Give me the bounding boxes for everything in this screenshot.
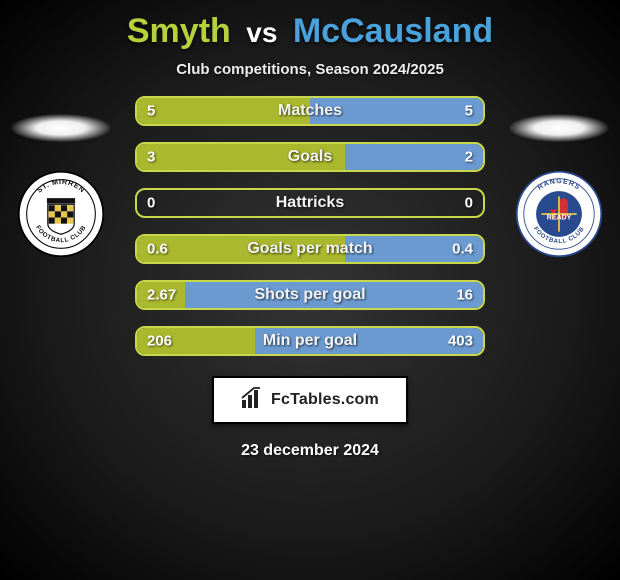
stat-row: 00Hattricks	[135, 188, 485, 218]
right-club-column: RANGERS FOOTBALL CLUB READY	[504, 120, 614, 258]
stat-label: Goals	[137, 148, 483, 166]
stat-label: Hattricks	[137, 194, 483, 212]
left-player-silhouette	[11, 114, 111, 142]
player-left-name: Smyth	[127, 12, 231, 50]
stat-rows: 55Matches 32Goals 00Hattricks 0.60.4Goals p…	[135, 96, 485, 356]
stat-label: Matches	[137, 102, 483, 120]
left-club-crest: ST. MIRREN FOOTBALL CLUB	[17, 170, 105, 258]
player-right-name: McCausland	[293, 12, 493, 50]
stat-label: Shots per goal	[137, 286, 483, 304]
stat-row: 206403Min per goal	[135, 326, 485, 356]
stat-label: Min per goal	[137, 332, 483, 350]
fctables-bars-icon	[241, 387, 265, 414]
title-vs: vs	[246, 17, 277, 48]
fctables-text: FcTables.com	[271, 391, 379, 409]
fctables-attribution: FcTables.com	[212, 376, 408, 424]
stat-row: 0.60.4Goals per match	[135, 234, 485, 264]
left-club-column: ST. MIRREN FOOTBALL CLUB	[6, 120, 116, 258]
comparison-title: Smyth vs McCausland	[127, 12, 493, 51]
stat-row: 55Matches	[135, 96, 485, 126]
stat-row: 32Goals	[135, 142, 485, 172]
footer-date: 23 december 2024	[241, 442, 379, 460]
right-player-silhouette	[509, 114, 609, 142]
stat-row: 2.6716Shots per goal	[135, 280, 485, 310]
stat-label: Goals per match	[137, 240, 483, 258]
svg-text:READY: READY	[547, 214, 572, 221]
right-club-crest: RANGERS FOOTBALL CLUB READY	[515, 170, 603, 258]
subtitle: Club competitions, Season 2024/2025	[176, 61, 444, 78]
